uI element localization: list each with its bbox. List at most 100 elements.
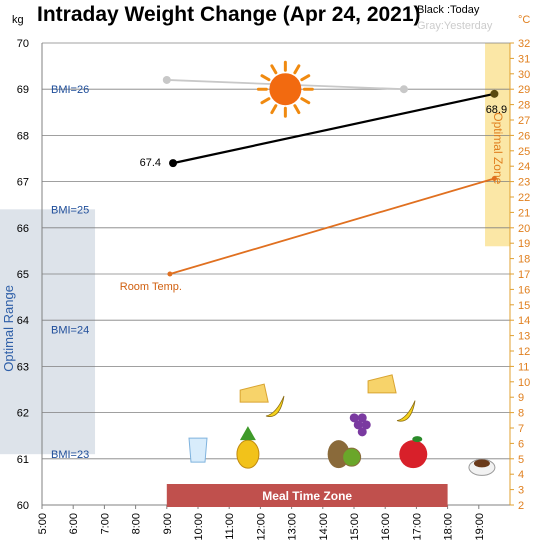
meal-time-zone-label: Meal Time Zone bbox=[262, 489, 352, 503]
data-label: 68.9 bbox=[486, 104, 507, 116]
right-tick-label: 11 bbox=[518, 361, 529, 373]
x-tick-label: 18:00 bbox=[443, 513, 455, 541]
grapes-icon bbox=[361, 420, 371, 430]
chart-title: Intraday Weight Change (Apr 24, 2021) bbox=[37, 3, 421, 26]
x-tick-label: 14:00 bbox=[318, 513, 330, 541]
sun-ray bbox=[260, 97, 271, 105]
sun-ray bbox=[293, 104, 301, 115]
sun-ray bbox=[260, 74, 271, 82]
x-tick-label: 5:00 bbox=[37, 513, 49, 534]
y-tick-label: 70 bbox=[17, 38, 29, 50]
right-tick-label: 15 bbox=[518, 300, 530, 312]
cheese-icon bbox=[239, 383, 269, 403]
y-tick-label: 69 bbox=[17, 84, 29, 96]
apple-leaf bbox=[412, 436, 423, 443]
x-tick-label: 17:00 bbox=[411, 513, 423, 541]
data-label: 67.4 bbox=[140, 157, 161, 169]
optimal-range-band bbox=[0, 209, 96, 455]
right-tick-label: 3 bbox=[518, 485, 524, 497]
right-tick-label: 4 bbox=[518, 469, 524, 481]
x-tick-label: 19:00 bbox=[474, 513, 486, 541]
y-tick-label: 64 bbox=[17, 315, 29, 327]
right-tick-label: 7 bbox=[518, 423, 524, 435]
optimal-zone-label: Optimal Zone bbox=[491, 112, 505, 184]
series-label: Room Temp. bbox=[120, 281, 182, 293]
cheese-icon bbox=[367, 374, 397, 394]
series-line-today bbox=[172, 92, 495, 165]
right-tick-label: 21 bbox=[518, 207, 530, 219]
banana-icon bbox=[396, 400, 416, 422]
pineapple-icon bbox=[236, 439, 260, 469]
sun-ray bbox=[300, 97, 311, 105]
coffee-liquid bbox=[473, 459, 490, 468]
right-tick-label: 27 bbox=[518, 115, 530, 127]
right-tick-label: 13 bbox=[518, 331, 530, 343]
left-axis-unit: kg bbox=[12, 14, 24, 26]
bmi-label: BMI=24 bbox=[51, 324, 89, 336]
sun-ray bbox=[293, 64, 301, 75]
grapes-icon bbox=[357, 427, 367, 437]
right-tick-label: 28 bbox=[518, 100, 530, 112]
y-tick-label: 62 bbox=[17, 408, 29, 420]
x-tick-label: 8:00 bbox=[131, 513, 143, 534]
pineapple-leaves bbox=[239, 426, 256, 441]
right-tick-label: 20 bbox=[518, 223, 530, 235]
right-tick-label: 17 bbox=[518, 269, 530, 281]
series-point bbox=[491, 176, 497, 182]
right-tick-label: 19 bbox=[518, 238, 530, 250]
bmi-label: BMI=23 bbox=[51, 449, 89, 461]
right-tick-label: 25 bbox=[518, 146, 530, 158]
y-tick-label: 68 bbox=[17, 130, 29, 142]
sun-icon bbox=[269, 73, 302, 106]
kiwi-slice bbox=[342, 447, 362, 467]
y-tick-label: 61 bbox=[17, 454, 29, 466]
meal-time-zone-bar bbox=[166, 484, 448, 507]
series-line-room-temp- bbox=[169, 177, 495, 275]
right-tick-label: 8 bbox=[518, 408, 524, 420]
x-tick-label: 13:00 bbox=[287, 513, 299, 541]
right-tick-label: 30 bbox=[518, 69, 530, 81]
y-tick-label: 66 bbox=[17, 223, 29, 235]
series-point bbox=[167, 271, 173, 277]
y-tick-label: 65 bbox=[17, 269, 29, 281]
series-point bbox=[399, 85, 408, 94]
y-tick-label: 67 bbox=[17, 177, 29, 189]
bmi-label: BMI=25 bbox=[51, 204, 89, 216]
right-tick-label: 31 bbox=[518, 53, 530, 65]
y-tick-label: 63 bbox=[17, 361, 29, 373]
right-tick-label: 5 bbox=[518, 454, 524, 466]
optimal-range-label: Optimal Range bbox=[1, 285, 16, 372]
x-tick-label: 16:00 bbox=[380, 513, 392, 541]
x-tick-label: 12:00 bbox=[255, 513, 267, 541]
legend-yesterday: Gray:Yesterday bbox=[417, 20, 493, 32]
apple-icon bbox=[399, 440, 428, 469]
right-axis-unit: °C bbox=[518, 14, 530, 26]
banana-icon bbox=[265, 395, 285, 417]
water-glass-icon bbox=[188, 437, 208, 463]
x-tick-label: 6:00 bbox=[68, 513, 80, 534]
right-tick-label: 10 bbox=[518, 377, 530, 389]
x-tick-label: 15:00 bbox=[349, 513, 361, 541]
right-tick-label: 9 bbox=[518, 392, 524, 404]
right-tick-label: 12 bbox=[518, 346, 530, 358]
y-tick-label: 60 bbox=[17, 500, 29, 512]
sun-ray bbox=[300, 74, 311, 82]
right-tick-label: 23 bbox=[518, 177, 530, 189]
x-tick-label: 7:00 bbox=[99, 513, 111, 534]
right-tick-label: 18 bbox=[518, 254, 530, 266]
series-point bbox=[169, 159, 178, 168]
grapes-icon bbox=[357, 413, 367, 423]
series-point bbox=[162, 75, 171, 84]
right-tick-label: 14 bbox=[518, 315, 530, 327]
x-tick-label: 9:00 bbox=[162, 513, 174, 534]
right-tick-label: 29 bbox=[518, 84, 530, 96]
bmi-label: BMI=26 bbox=[51, 84, 89, 96]
optimal-zone-band bbox=[485, 43, 510, 247]
right-tick-label: 16 bbox=[518, 284, 530, 296]
right-tick-label: 6 bbox=[518, 438, 524, 450]
x-tick-label: 11:00 bbox=[224, 513, 236, 540]
right-tick-label: 22 bbox=[518, 192, 530, 204]
right-tick-label: 24 bbox=[518, 161, 530, 173]
